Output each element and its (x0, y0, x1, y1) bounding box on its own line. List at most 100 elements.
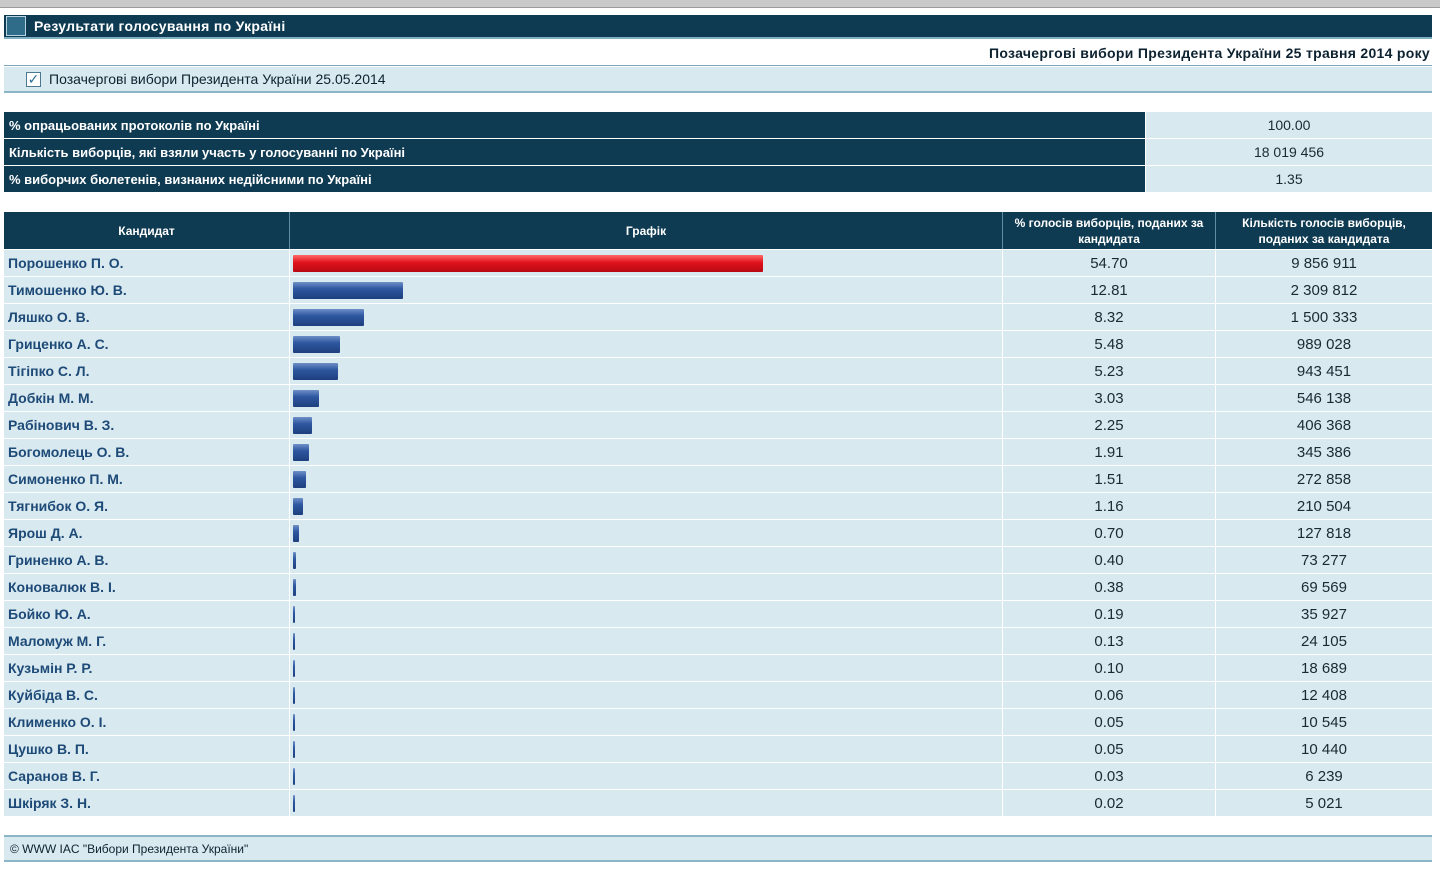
result-bar (293, 254, 763, 272)
candidate-percent: 12.81 (1003, 277, 1216, 303)
result-bar (293, 605, 295, 623)
title-square-icon (6, 16, 26, 36)
graph-cell (290, 331, 1003, 357)
candidate-name: Гриненко А. В. (4, 547, 290, 573)
stat-row: % опрацьованих протоколів по Україні 100… (4, 112, 1432, 138)
candidate-name: Коновалюк В. І. (4, 574, 290, 600)
candidate-votes: 73 277 (1216, 547, 1432, 573)
stat-label: % опрацьованих протоколів по Україні (4, 112, 1145, 138)
candidate-percent: 0.40 (1003, 547, 1216, 573)
candidate-name: Маломуж М. Г. (4, 628, 290, 654)
candidate-votes: 24 105 (1216, 628, 1432, 654)
footer-copyright: © WWW IAC "Вибори Президента України" (10, 841, 249, 856)
checkmark-icon: ✓ (27, 70, 40, 87)
election-checkbox[interactable]: ✓ (26, 70, 41, 87)
graph-cell (290, 412, 1003, 438)
result-bar (293, 308, 364, 326)
stat-label: % виборчих бюлетенів, визнаних недійсним… (4, 166, 1145, 192)
candidate-name: Саранов В. Г. (4, 763, 290, 789)
candidate-name: Бойко Ю. А. (4, 601, 290, 627)
result-bar (293, 713, 295, 731)
result-bar (293, 794, 295, 812)
candidate-name: Добкін М. М. (4, 385, 290, 411)
graph-cell (290, 628, 1003, 654)
table-row: Коновалюк В. І. 0.38 69 569 (4, 574, 1432, 600)
graph-cell (290, 250, 1003, 276)
candidate-votes: 345 386 (1216, 439, 1432, 465)
candidate-votes: 1 500 333 (1216, 304, 1432, 330)
table-row: Бойко Ю. А. 0.19 35 927 (4, 601, 1432, 627)
table-row: Кузьмін Р. Р. 0.10 18 689 (4, 655, 1432, 681)
browser-top-strip (0, 0, 1440, 8)
candidate-name: Гриценко А. С. (4, 331, 290, 357)
result-bar (293, 362, 338, 380)
candidate-votes: 210 504 (1216, 493, 1432, 519)
candidate-percent: 1.91 (1003, 439, 1216, 465)
candidate-percent: 0.06 (1003, 682, 1216, 708)
candidate-name: Ярош Д. А. (4, 520, 290, 546)
candidate-percent: 5.48 (1003, 331, 1216, 357)
candidate-name: Тягнибок О. Я. (4, 493, 290, 519)
candidate-votes: 272 858 (1216, 466, 1432, 492)
table-row: Ляшко О. В. 8.32 1 500 333 (4, 304, 1432, 330)
candidate-votes: 18 689 (1216, 655, 1432, 681)
candidate-votes: 12 408 (1216, 682, 1432, 708)
candidate-percent: 0.13 (1003, 628, 1216, 654)
candidate-votes: 10 440 (1216, 736, 1432, 762)
graph-cell (290, 709, 1003, 735)
column-header-graph: Графік (290, 212, 1003, 249)
result-bar (293, 335, 340, 353)
table-row: Саранов В. Г. 0.03 6 239 (4, 763, 1432, 789)
candidate-name: Клименко О. І. (4, 709, 290, 735)
results-header: Кандидат Графік % голосів виборців, пода… (4, 212, 1432, 249)
candidate-votes: 5 021 (1216, 790, 1432, 816)
candidate-percent: 3.03 (1003, 385, 1216, 411)
stat-row: % виборчих бюлетенів, визнаних недійсним… (4, 166, 1432, 192)
graph-cell (290, 520, 1003, 546)
table-row: Клименко О. І. 0.05 10 545 (4, 709, 1432, 735)
candidate-percent: 0.02 (1003, 790, 1216, 816)
graph-cell (290, 466, 1003, 492)
column-header-votes: Кількість голосів виборців, поданих за к… (1216, 212, 1432, 249)
candidate-votes: 2 309 812 (1216, 277, 1432, 303)
candidate-percent: 2.25 (1003, 412, 1216, 438)
result-bar (293, 632, 295, 650)
candidate-votes: 546 138 (1216, 385, 1432, 411)
column-header-percent: % голосів виборців, поданих за кандидата (1003, 212, 1216, 249)
result-bar (293, 497, 303, 515)
candidate-votes: 6 239 (1216, 763, 1432, 789)
graph-cell (290, 601, 1003, 627)
candidate-name: Цушко В. П. (4, 736, 290, 762)
candidate-percent: 0.10 (1003, 655, 1216, 681)
table-row: Ярош Д. А. 0.70 127 818 (4, 520, 1432, 546)
table-row: Симоненко П. М. 1.51 272 858 (4, 466, 1432, 492)
candidate-name: Тимошенко Ю. В. (4, 277, 290, 303)
table-row: Куйбіда В. С. 0.06 12 408 (4, 682, 1432, 708)
candidate-name: Шкіряк З. Н. (4, 790, 290, 816)
table-row: Цушко В. П. 0.05 10 440 (4, 736, 1432, 762)
stat-value: 1.35 (1146, 166, 1432, 192)
table-row: Тягнибок О. Я. 1.16 210 504 (4, 493, 1432, 519)
candidate-percent: 0.70 (1003, 520, 1216, 546)
candidate-percent: 0.19 (1003, 601, 1216, 627)
candidate-votes: 406 368 (1216, 412, 1432, 438)
table-row: Тимошенко Ю. В. 12.81 2 309 812 (4, 277, 1432, 303)
candidate-votes: 10 545 (1216, 709, 1432, 735)
table-row: Маломуж М. Г. 0.13 24 105 (4, 628, 1432, 654)
stat-label: Кількість виборців, які взяли участь у г… (4, 139, 1145, 165)
table-row: Добкін М. М. 3.03 546 138 (4, 385, 1432, 411)
divider (4, 65, 1432, 66)
graph-cell (290, 655, 1003, 681)
candidate-percent: 1.51 (1003, 466, 1216, 492)
candidate-votes: 943 451 (1216, 358, 1432, 384)
graph-cell (290, 682, 1003, 708)
graph-cell (290, 736, 1003, 762)
result-bar (293, 740, 295, 758)
graph-cell (290, 574, 1003, 600)
stat-row: Кількість виборців, які взяли участь у г… (4, 139, 1432, 165)
candidate-name: Порошенко П. О. (4, 250, 290, 276)
candidate-name: Богомолець О. В. (4, 439, 290, 465)
result-bar (293, 281, 403, 299)
candidate-percent: 54.70 (1003, 250, 1216, 276)
candidate-percent: 0.03 (1003, 763, 1216, 789)
